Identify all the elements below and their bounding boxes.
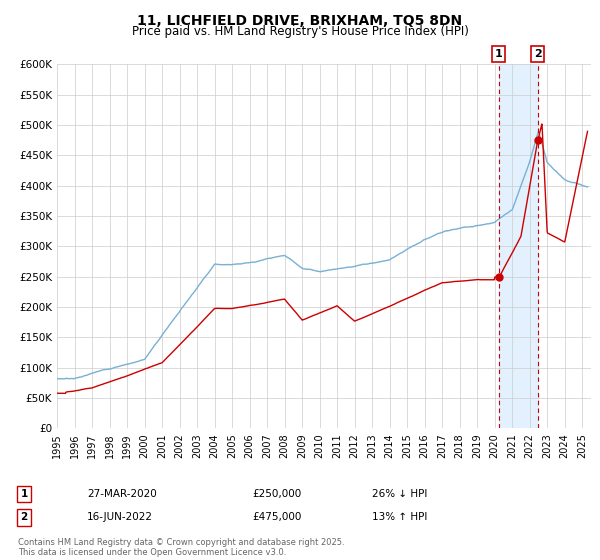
Bar <box>499 64 538 428</box>
Text: Price paid vs. HM Land Registry's House Price Index (HPI): Price paid vs. HM Land Registry's House … <box>131 25 469 38</box>
Text: £250,000: £250,000 <box>252 489 301 499</box>
Text: £475,000: £475,000 <box>252 512 301 522</box>
Text: 11, LICHFIELD DRIVE, BRIXHAM, TQ5 8DN: 11, LICHFIELD DRIVE, BRIXHAM, TQ5 8DN <box>137 14 463 28</box>
Text: 1: 1 <box>20 489 28 499</box>
Text: 26% ↓ HPI: 26% ↓ HPI <box>372 489 427 499</box>
Text: Contains HM Land Registry data © Crown copyright and database right 2025.
This d: Contains HM Land Registry data © Crown c… <box>18 538 344 557</box>
Text: 1: 1 <box>495 49 503 59</box>
Text: 27-MAR-2020: 27-MAR-2020 <box>87 489 157 499</box>
Text: 13% ↑ HPI: 13% ↑ HPI <box>372 512 427 522</box>
Text: 2: 2 <box>534 49 542 59</box>
Text: 16-JUN-2022: 16-JUN-2022 <box>87 512 153 522</box>
Text: 2: 2 <box>20 512 28 522</box>
